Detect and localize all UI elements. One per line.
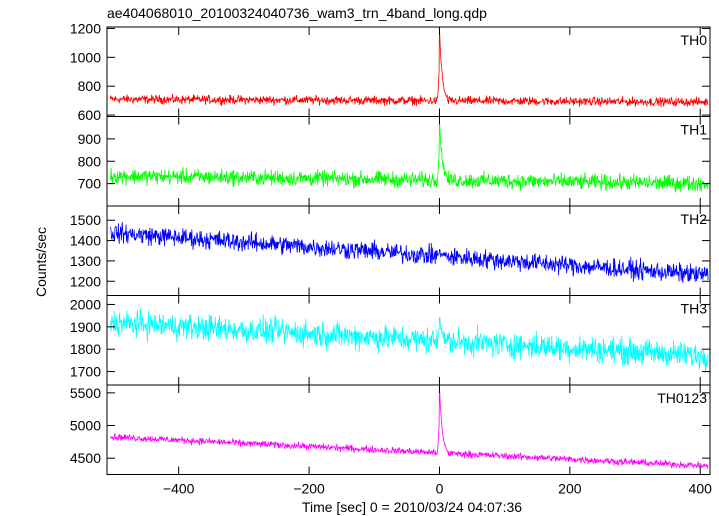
y-tick-label-th1: 800 — [78, 153, 102, 169]
y-tick-label-th0123: 5000 — [70, 418, 101, 434]
panel-frame-th0123 — [106, 384, 711, 475]
panel-label-th0123: TH0123 — [657, 390, 707, 406]
panel-frame-th2 — [106, 205, 711, 296]
y-tick-label-th0: 800 — [78, 78, 102, 94]
series-line-th2 — [109, 221, 709, 283]
y-tick-label-th0: 1200 — [70, 20, 101, 36]
panel-frame-th3 — [106, 295, 711, 386]
y-tick-label-th2: 1400 — [70, 233, 101, 249]
panel-label-th2: TH2 — [681, 211, 708, 227]
y-tick-label-th3: 2000 — [70, 296, 101, 312]
y-tick-label-th2: 1500 — [70, 212, 101, 228]
series-line-th1 — [109, 120, 709, 193]
x-tick-label: −400 — [163, 481, 195, 497]
panel-label-th0: TH0 — [681, 32, 708, 48]
y-tick-label-th0: 1000 — [70, 49, 101, 65]
y-tick-label-th2: 1200 — [70, 273, 101, 289]
chart-title: ae404068010_20100324040736_wam3_trn_4ban… — [107, 5, 487, 21]
y-axis-label: Counts/sec — [33, 227, 49, 297]
panel-label-th3: TH3 — [681, 301, 708, 317]
y-tick-label-th3: 1800 — [70, 341, 101, 357]
panel-label-th1: TH1 — [681, 122, 708, 138]
y-tick-label-th1: 700 — [78, 176, 102, 192]
series-line-th0 — [109, 29, 709, 108]
x-tick-label: 0 — [436, 481, 444, 497]
x-tick-label: −200 — [293, 481, 325, 497]
y-tick-label-th0: 600 — [78, 107, 102, 123]
x-axis-label: Time [sec] 0 = 2010/03/24 04:07:36 — [302, 499, 522, 515]
panel-frame-th1 — [106, 116, 711, 207]
series-line-th3 — [110, 308, 709, 373]
x-tick-label: 200 — [558, 481, 582, 497]
y-tick-label-th0123: 5500 — [70, 385, 101, 401]
y-tick-label-th2: 1300 — [70, 253, 101, 269]
y-tick-label-th3: 1900 — [70, 319, 101, 335]
series-line-th0123 — [109, 386, 709, 470]
x-tick-label: 400 — [689, 481, 713, 497]
y-tick-label-th3: 1700 — [70, 364, 101, 380]
y-tick-label-th1: 900 — [78, 131, 102, 147]
y-tick-label-th0123: 4500 — [70, 450, 101, 466]
